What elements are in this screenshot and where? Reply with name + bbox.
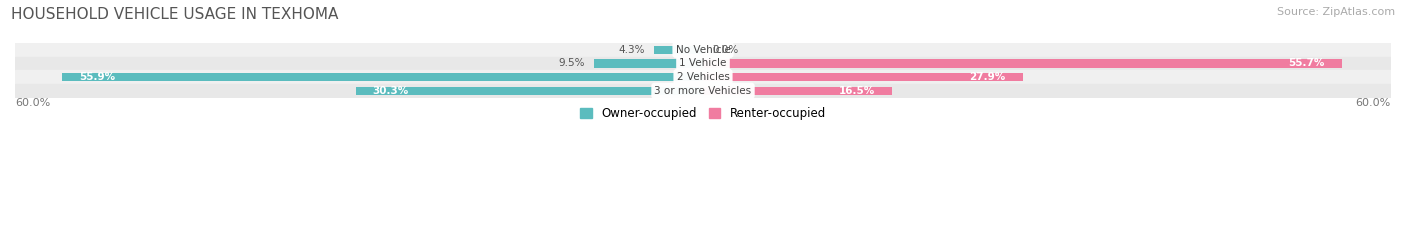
Text: 60.0%: 60.0% — [15, 98, 51, 108]
Bar — [703, 86, 893, 95]
Bar — [595, 59, 703, 68]
Text: 1 Vehicle: 1 Vehicle — [679, 58, 727, 69]
Text: 2 Vehicles: 2 Vehicles — [676, 72, 730, 82]
Text: HOUSEHOLD VEHICLE USAGE IN TEXHOMA: HOUSEHOLD VEHICLE USAGE IN TEXHOMA — [11, 7, 339, 22]
Bar — [15, 84, 1391, 98]
Text: 16.5%: 16.5% — [839, 86, 875, 96]
Text: 30.3%: 30.3% — [373, 86, 409, 96]
Bar — [15, 43, 1391, 57]
Text: 0.0%: 0.0% — [713, 45, 738, 55]
Bar — [62, 73, 703, 81]
Text: 4.3%: 4.3% — [619, 45, 644, 55]
Text: 3 or more Vehicles: 3 or more Vehicles — [654, 86, 752, 96]
Text: 60.0%: 60.0% — [1355, 98, 1391, 108]
Bar — [654, 46, 703, 54]
Bar — [703, 73, 1024, 81]
Bar — [15, 57, 1391, 70]
Legend: Owner-occupied, Renter-occupied: Owner-occupied, Renter-occupied — [575, 102, 831, 124]
Text: Source: ZipAtlas.com: Source: ZipAtlas.com — [1277, 7, 1395, 17]
Text: 55.7%: 55.7% — [1288, 58, 1324, 69]
Text: 55.9%: 55.9% — [79, 72, 115, 82]
Bar — [703, 59, 1341, 68]
Bar — [356, 86, 703, 95]
Text: 9.5%: 9.5% — [558, 58, 585, 69]
Bar — [15, 70, 1391, 84]
Text: 27.9%: 27.9% — [970, 72, 1005, 82]
Text: No Vehicle: No Vehicle — [675, 45, 731, 55]
